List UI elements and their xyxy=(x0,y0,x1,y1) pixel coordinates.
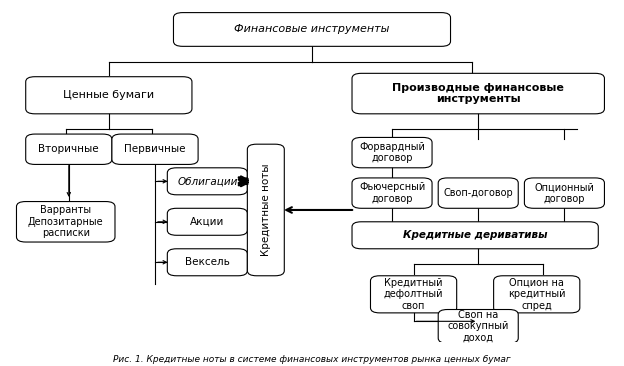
FancyBboxPatch shape xyxy=(524,178,605,208)
Text: Кредитные деривативы: Кредитные деривативы xyxy=(403,230,547,240)
FancyBboxPatch shape xyxy=(352,178,432,208)
Text: Финансовые инструменты: Финансовые инструменты xyxy=(235,25,389,34)
FancyBboxPatch shape xyxy=(173,12,451,46)
Text: Вторичные: Вторичные xyxy=(39,144,99,154)
FancyBboxPatch shape xyxy=(112,134,198,164)
FancyBboxPatch shape xyxy=(352,222,598,249)
Text: Своп на
совокупный
доход: Своп на совокупный доход xyxy=(447,310,509,343)
FancyBboxPatch shape xyxy=(167,168,247,195)
Text: Форвардный
договор: Форвардный договор xyxy=(359,142,425,164)
Text: Кредитные ноты: Кредитные ноты xyxy=(261,164,271,256)
FancyBboxPatch shape xyxy=(167,249,247,276)
Text: Опционный
договор: Опционный договор xyxy=(535,182,595,204)
FancyBboxPatch shape xyxy=(167,208,247,235)
Text: Первичные: Первичные xyxy=(124,144,186,154)
Text: Опцион на
кредитный
спред: Опцион на кредитный спред xyxy=(508,278,565,311)
FancyBboxPatch shape xyxy=(352,138,432,168)
Text: Облигации: Облигации xyxy=(177,176,238,186)
Text: Рис. 1. Кредитные ноты в системе финансовых инструментов рынка ценных бумаг: Рис. 1. Кредитные ноты в системе финансо… xyxy=(113,355,511,364)
Text: Вексель: Вексель xyxy=(185,257,230,267)
Text: Ценные бумаги: Ценные бумаги xyxy=(63,90,154,100)
Text: Своп-договор: Своп-договор xyxy=(444,188,513,198)
FancyBboxPatch shape xyxy=(352,73,605,114)
FancyBboxPatch shape xyxy=(26,134,112,164)
Text: Производные финансовые
инструменты: Производные финансовые инструменты xyxy=(392,83,564,104)
FancyBboxPatch shape xyxy=(16,202,115,242)
FancyBboxPatch shape xyxy=(371,276,457,313)
Text: Акции: Акции xyxy=(190,217,225,227)
FancyBboxPatch shape xyxy=(26,77,192,114)
FancyBboxPatch shape xyxy=(494,276,580,313)
FancyBboxPatch shape xyxy=(247,144,285,276)
Text: Фьючерсный
договор: Фьючерсный договор xyxy=(359,182,425,204)
FancyBboxPatch shape xyxy=(438,178,519,208)
Text: Варранты
Депозитарные
расписки: Варранты Депозитарные расписки xyxy=(28,205,104,238)
FancyBboxPatch shape xyxy=(438,310,519,343)
Text: Кредитный
дефолтный
своп: Кредитный дефолтный своп xyxy=(384,278,443,311)
